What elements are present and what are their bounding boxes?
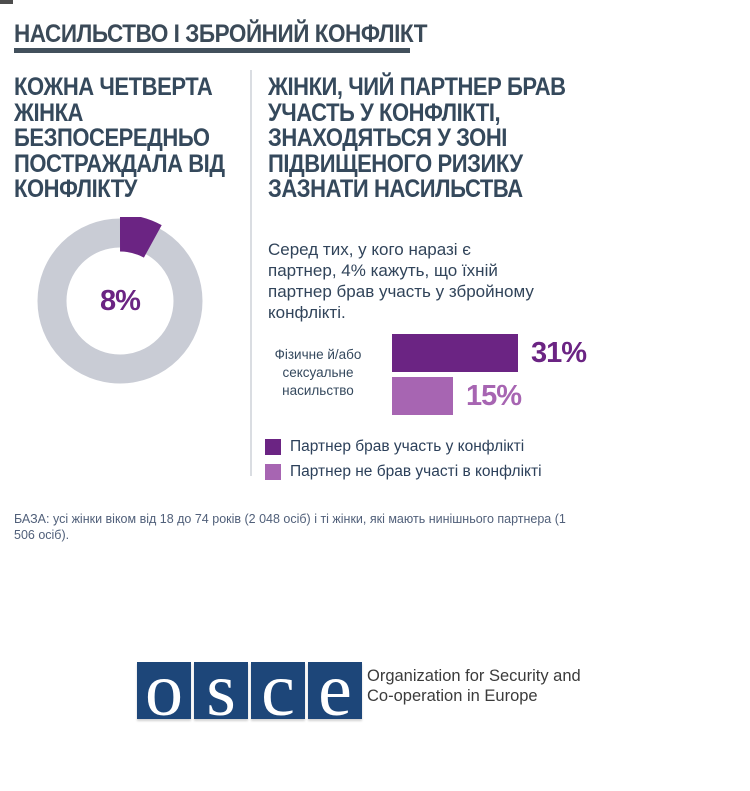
osce-logo-letter-c: c: [251, 662, 305, 719]
osce-logo-letter-e: e: [308, 662, 362, 719]
bar-chart: 31% 15%: [392, 334, 587, 420]
title-underline: [14, 48, 410, 53]
bar-partner-in-conflict: [392, 334, 518, 372]
donut-value-label: 8%: [100, 284, 141, 317]
legend-swatch-dark: [265, 438, 281, 455]
legend-label: Партнер не брав участі в конфлікті: [290, 462, 542, 480]
bar-row-partner-in-conflict: 31%: [392, 334, 587, 372]
right-column-heading: ЖІНКИ, ЧИЙ ПАРТНЕР БРАВ УЧАСТЬ У КОНФЛІК…: [268, 73, 566, 203]
left-column-heading: КОЖНА ЧЕТВЕРТА ЖІНКА БЕЗПОСЕРЕДНЬО ПОСТР…: [14, 73, 225, 203]
donut-chart: 8%: [36, 214, 204, 385]
scan-artifact: [0, 0, 13, 4]
bar-value-label: 31%: [531, 336, 587, 369]
osce-logo-letter-o: o: [137, 662, 191, 719]
legend-item-partner-in-conflict: Партнер брав участь у конфлікті: [265, 438, 542, 455]
donut-wedge: [119, 214, 162, 259]
bar-row-partner-not-in-conflict: 15%: [392, 377, 586, 415]
osce-logo-letter-s: s: [194, 662, 248, 719]
chart-legend: Партнер брав участь у конфлікті Партнер …: [265, 438, 542, 488]
base-note: БАЗА: усі жінки віком від 18 до 74 років…: [14, 512, 566, 542]
bar-value-label: 15%: [466, 379, 522, 412]
bar-category-label: Фізичне й/або сексуальне насильство: [274, 347, 362, 398]
bar-partner-not-in-conflict: [392, 377, 453, 415]
osce-org-name: Organization for Security and Co-operati…: [367, 667, 581, 705]
column-divider: [250, 70, 252, 476]
page-title: НАСИЛЬСТВО І ЗБРОЙНИЙ КОНФЛІКТ: [14, 20, 428, 48]
legend-label: Партнер брав участь у конфлікті: [290, 437, 525, 455]
osce-logo: o s c e: [137, 662, 365, 719]
legend-item-partner-not-in-conflict: Партнер не брав участі в конфлікті: [265, 463, 542, 480]
donut-chart-svg: [37, 214, 203, 384]
legend-swatch-light: [265, 463, 281, 480]
intro-paragraph: Серед тих, у кого наразі є партнер, 4% к…: [268, 240, 534, 322]
